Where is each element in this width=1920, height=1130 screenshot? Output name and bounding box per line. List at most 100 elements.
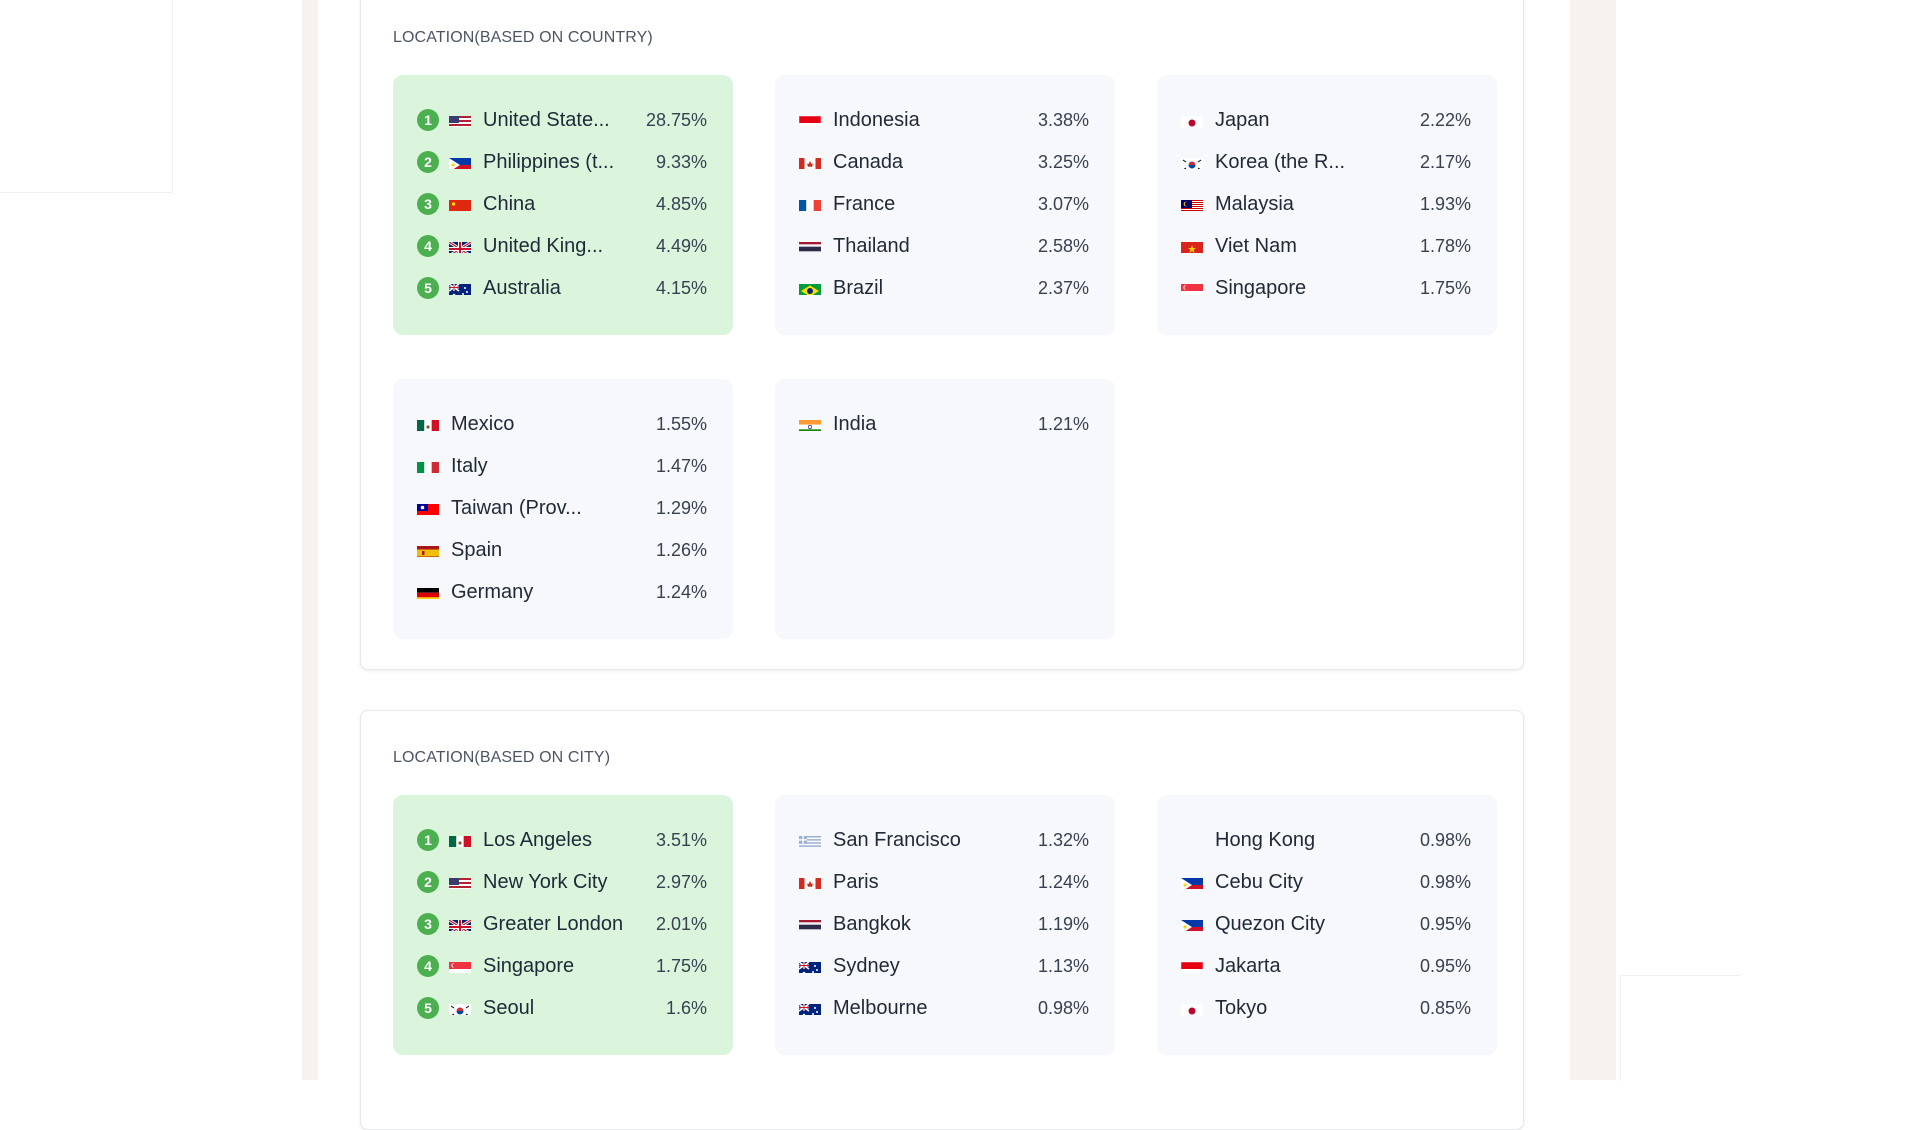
gb-flag-icon xyxy=(449,917,471,931)
gb-flag-icon xyxy=(449,239,471,253)
location-percentage: 2.58% xyxy=(1037,235,1089,256)
location-row-thailand: Thailand 2.58% xyxy=(799,225,1089,267)
city-group-3: Hong Kong 0.98% Cebu City 0.98% Quezon City 0… xyxy=(1157,795,1497,1055)
location-row-bangkok: Bangkok 1.19% xyxy=(799,903,1089,945)
location-name: China xyxy=(483,192,536,215)
location-name: Jakarta xyxy=(1215,954,1281,977)
us-flag-icon xyxy=(449,875,471,889)
location-row-singapore: 4 Singapore 1.75% xyxy=(417,945,707,987)
rank-badge: 2 xyxy=(417,151,439,173)
location-percentage: 1.21% xyxy=(1037,413,1089,434)
location-percentage: 9.33% xyxy=(655,151,707,172)
location-name: India xyxy=(833,412,877,435)
kr-flag-icon xyxy=(1181,155,1203,169)
location-row-taiwan-prov: Taiwan (Prov... 1.29% xyxy=(417,487,707,529)
location-row-japan: Japan 2.22% xyxy=(1181,99,1471,141)
au-flag-icon xyxy=(799,1001,821,1015)
location-percentage: 4.15% xyxy=(655,277,707,298)
location-percentage: 2.01% xyxy=(655,913,707,934)
location-percentage: 3.38% xyxy=(1037,109,1089,130)
rank-badge: 5 xyxy=(417,997,439,1019)
rank-badge: 5 xyxy=(417,277,439,299)
rank-badge: 4 xyxy=(417,235,439,257)
rank-badge: 4 xyxy=(417,955,439,977)
location-row-jakarta: Jakarta 0.95% xyxy=(1181,945,1471,987)
city-group-1: 1 Los Angeles 3.51% 2 New York City 2.97% 3 Gre… xyxy=(393,795,733,1055)
fr-flag-icon xyxy=(799,197,821,211)
mx-flag-icon xyxy=(417,417,439,431)
location-percentage: 3.25% xyxy=(1037,151,1089,172)
location-name: Sydney xyxy=(833,954,900,977)
location-row-quezon-city: Quezon City 0.95% xyxy=(1181,903,1471,945)
location-percentage: 1.24% xyxy=(1037,871,1089,892)
location-percentage: 1.47% xyxy=(655,455,707,476)
location-name: Korea (the R... xyxy=(1215,150,1346,173)
location-percentage: 1.19% xyxy=(1037,913,1089,934)
location-row-brazil: Brazil 2.37% xyxy=(799,267,1089,309)
ca-flag-icon xyxy=(799,875,821,889)
location-row-melbourne: Melbourne 0.98% xyxy=(799,987,1089,1029)
es-flag-icon xyxy=(417,543,439,557)
au-flag-icon xyxy=(799,959,821,973)
location-percentage: 0.98% xyxy=(1419,871,1471,892)
country-group-5: India 1.21% xyxy=(775,379,1115,639)
location-percentage: 0.98% xyxy=(1037,997,1089,1018)
rank-badge: 3 xyxy=(417,913,439,935)
location-name: Mexico xyxy=(451,412,515,435)
location-row-los-angeles: 1 Los Angeles 3.51% xyxy=(417,819,707,861)
location-percentage: 2.17% xyxy=(1419,151,1471,172)
location-percentage: 4.85% xyxy=(655,193,707,214)
location-row-indonesia: Indonesia 3.38% xyxy=(799,99,1089,141)
in-flag-icon xyxy=(799,417,821,431)
location-percentage: 28.75% xyxy=(645,109,707,130)
location-name: Spain xyxy=(451,538,503,561)
location-percentage: 0.98% xyxy=(1419,829,1471,850)
location-row-tokyo: Tokyo 0.85% xyxy=(1181,987,1471,1029)
location-name: Indonesia xyxy=(833,108,920,131)
location-percentage: 3.51% xyxy=(655,829,707,850)
rank-badge: 2 xyxy=(417,871,439,893)
location-name: Bangkok xyxy=(833,912,911,935)
rank-badge: 3 xyxy=(417,193,439,215)
section-title: LOCATION(BASED ON CITY) xyxy=(393,749,611,766)
country-group-1: 1 United State... 28.75% 2 Philippines (t...… xyxy=(393,75,733,335)
location-row-hong-kong: Hong Kong 0.98% xyxy=(1181,819,1471,861)
location-row-sydney: Sydney 1.13% xyxy=(799,945,1089,987)
location-name: United State... xyxy=(483,108,610,131)
location-name: France xyxy=(833,192,896,215)
location-percentage: 1.75% xyxy=(655,955,707,976)
location-percentage: 1.75% xyxy=(1419,277,1471,298)
location-percentage: 3.07% xyxy=(1037,193,1089,214)
location-row-spain: Spain 1.26% xyxy=(417,529,707,571)
location-row-seoul: 5 Seoul 1.6% xyxy=(417,987,707,1029)
location-name: Viet Nam xyxy=(1215,234,1297,257)
location-percentage: 1.32% xyxy=(1037,829,1089,850)
mx-flag-icon xyxy=(449,833,471,847)
jp-flag-icon xyxy=(1181,113,1203,127)
location-name: Thailand xyxy=(833,234,910,257)
location-percentage: 2.37% xyxy=(1037,277,1089,298)
location-percentage: 4.49% xyxy=(655,235,707,256)
us-flag-icon xyxy=(449,113,471,127)
location-row-china: 3 China 4.85% xyxy=(417,183,707,225)
country-group-2: Indonesia 3.38% Canada 3.25% France 3.07% Thai… xyxy=(775,75,1115,335)
location-row-united-state: 1 United State... 28.75% xyxy=(417,99,707,141)
location-name: Tokyo xyxy=(1215,996,1268,1019)
location-row-san-francisco: San Francisco 1.32% xyxy=(799,819,1089,861)
location-percentage: 1.6% xyxy=(665,997,707,1018)
location-name: Seoul xyxy=(483,996,535,1019)
location-row-new-york-city: 2 New York City 2.97% xyxy=(417,861,707,903)
th-flag-icon xyxy=(799,917,821,931)
kr-flag-icon xyxy=(449,1001,471,1015)
location-row-greater-london: 3 Greater London 2.01% xyxy=(417,903,707,945)
location-name: Italy xyxy=(451,454,488,477)
city-group-2: San Francisco 1.32% Paris 1.24% Bangkok 1.19%… xyxy=(775,795,1115,1055)
location-row-malaysia: Malaysia 1.93% xyxy=(1181,183,1471,225)
au-flag-icon xyxy=(449,281,471,295)
ca-flag-icon xyxy=(799,155,821,169)
location-name: Los Angeles xyxy=(483,828,592,851)
ph-flag-icon xyxy=(449,155,471,169)
location-name: Taiwan (Prov... xyxy=(451,496,582,519)
cn-flag-icon xyxy=(449,197,471,211)
location-name: Germany xyxy=(451,580,534,603)
